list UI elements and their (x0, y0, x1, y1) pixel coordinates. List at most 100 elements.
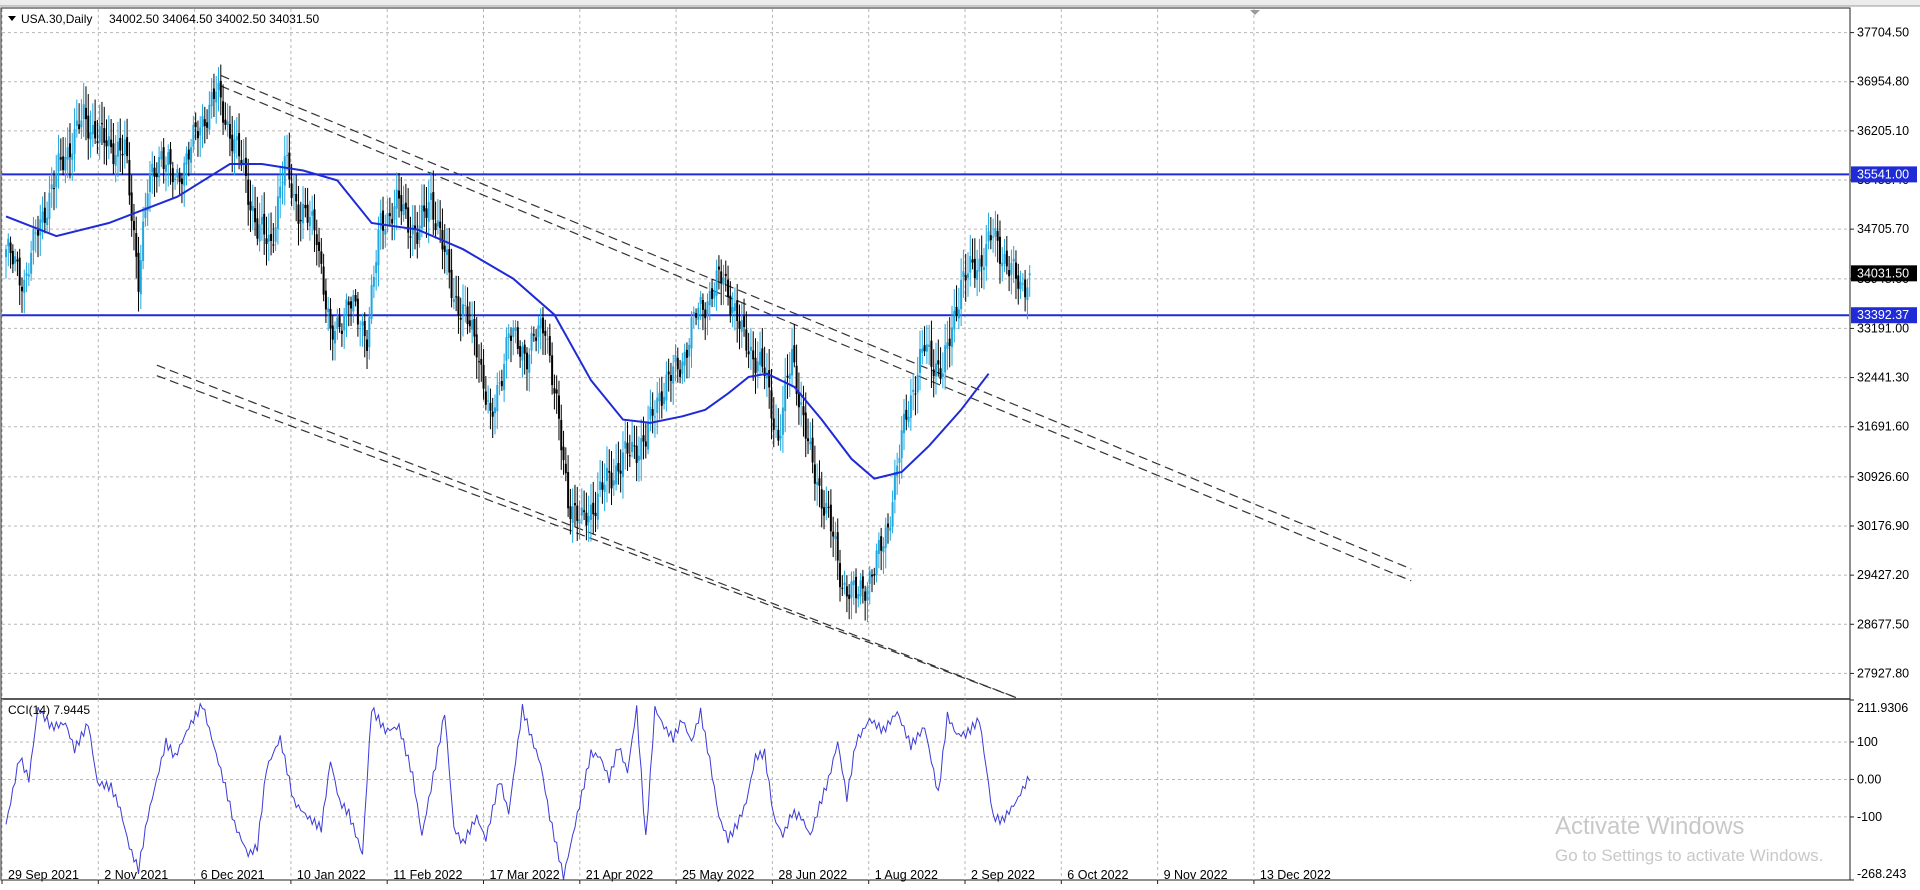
bullish-candle (1003, 254, 1006, 264)
bullish-candle (957, 309, 960, 319)
bullish-candle (5, 249, 7, 258)
bearish-candle (62, 156, 65, 171)
bearish-candle (473, 318, 476, 337)
bearish-candle (459, 317, 462, 320)
bearish-candle (836, 532, 839, 561)
bullish-candle (987, 231, 990, 242)
bearish-candle (155, 173, 158, 178)
channel-line[interactable] (220, 85, 1412, 582)
bearish-candle (466, 306, 469, 325)
bullish-candle (39, 219, 42, 236)
bearish-candle (667, 371, 670, 375)
bullish-candle (32, 229, 35, 251)
current-price-label: 34031.50 (1857, 266, 1909, 280)
time-axis[interactable]: 29 Sep 2021 2 Nov 2021 6 Dec 2021 10 Jan 20… (1, 868, 1331, 884)
dropdown-triangle-icon[interactable] (8, 16, 16, 21)
bearish-candle (786, 375, 789, 378)
bullish-candle (14, 256, 17, 264)
bearish-candle (793, 345, 796, 363)
bullish-candle (825, 502, 828, 514)
bullish-candle (142, 221, 145, 262)
bearish-candle (110, 139, 113, 148)
bearish-candle (594, 512, 597, 517)
bullish-candle (1010, 263, 1013, 275)
bullish-candle (50, 184, 53, 190)
candlestick-series (5, 64, 1031, 623)
bearish-candle (848, 594, 851, 600)
level-price-badge (1851, 166, 1917, 183)
bearish-candle (964, 275, 967, 281)
bullish-candle (653, 416, 656, 418)
bullish-candle (144, 206, 147, 219)
trend-channels[interactable] (156, 74, 1412, 699)
bullish-candle (402, 204, 405, 215)
bearish-candle (583, 510, 586, 513)
bullish-candle (507, 333, 510, 339)
bearish-candle (304, 205, 307, 209)
bearish-candle (36, 229, 39, 236)
bearish-candle (388, 213, 391, 217)
bearish-candle (937, 360, 940, 365)
bearish-candle (297, 204, 300, 224)
price-tick-label: 36954.80 (1857, 75, 1909, 89)
bullish-candle (916, 374, 919, 393)
channel-line[interactable] (156, 375, 1017, 699)
bearish-candle (761, 348, 764, 367)
bearish-candle (772, 418, 775, 430)
bearish-candle (203, 119, 206, 127)
bullish-candle (919, 349, 921, 373)
bearish-candle (551, 355, 554, 386)
bullish-candle (242, 159, 245, 164)
bullish-candle (809, 441, 812, 445)
bearish-candle (1005, 250, 1008, 267)
bullish-candle (462, 304, 464, 316)
bullish-candle (992, 236, 995, 238)
bullish-candle (82, 104, 85, 120)
bullish-candle (283, 156, 286, 186)
bullish-candle (395, 189, 398, 209)
bearish-candle (244, 157, 247, 176)
bullish-candle (107, 136, 110, 146)
bearish-candle (555, 389, 558, 394)
bearish-candle (475, 334, 478, 358)
bullish-candle (982, 267, 985, 271)
bearish-candle (448, 249, 451, 273)
channel-line[interactable] (220, 74, 1412, 570)
activation-watermark-subtitle: Go to Settings to activate Windows. (1555, 846, 1823, 865)
time-tick-label: 2 Sep 2022 (971, 868, 1035, 882)
bearish-candle (11, 250, 14, 265)
bullish-candle (775, 425, 778, 427)
bullish-candle (427, 202, 430, 222)
bullish-candle (505, 337, 508, 361)
price-axis[interactable]: 37704.5036954.8036205.1035455.4034705.70… (1850, 26, 1909, 681)
bullish-candle (578, 519, 581, 524)
bearish-candle (249, 201, 252, 211)
bearish-candle (425, 208, 428, 218)
bearish-candle (516, 327, 519, 349)
bearish-candle (482, 364, 485, 389)
bearish-candle (845, 586, 848, 597)
bullish-candle (921, 348, 924, 353)
bullish-candle (546, 338, 549, 340)
bearish-candle (560, 419, 563, 451)
bullish-candle (148, 174, 151, 193)
bullish-candle (877, 539, 880, 554)
bullish-candle (603, 484, 606, 492)
horizontal-lines[interactable] (2, 173, 1849, 317)
bullish-candle (25, 273, 28, 276)
bearish-candle (238, 133, 241, 157)
bearish-candle (480, 358, 483, 365)
bullish-candle (208, 104, 211, 130)
bearish-candle (434, 223, 437, 231)
bearish-candle (914, 393, 917, 395)
bullish-candle (893, 472, 896, 500)
bullish-candle (183, 162, 186, 186)
shift-marker-icon[interactable] (1250, 10, 1260, 15)
bullish-candle (528, 354, 531, 373)
cci-axis[interactable]: 211.9306 100 0.00 -100 -268.243 (1850, 699, 1908, 881)
bearish-candle (955, 306, 958, 316)
cci-tick-label: -268.243 (1857, 867, 1906, 881)
bearish-candle (457, 296, 460, 315)
